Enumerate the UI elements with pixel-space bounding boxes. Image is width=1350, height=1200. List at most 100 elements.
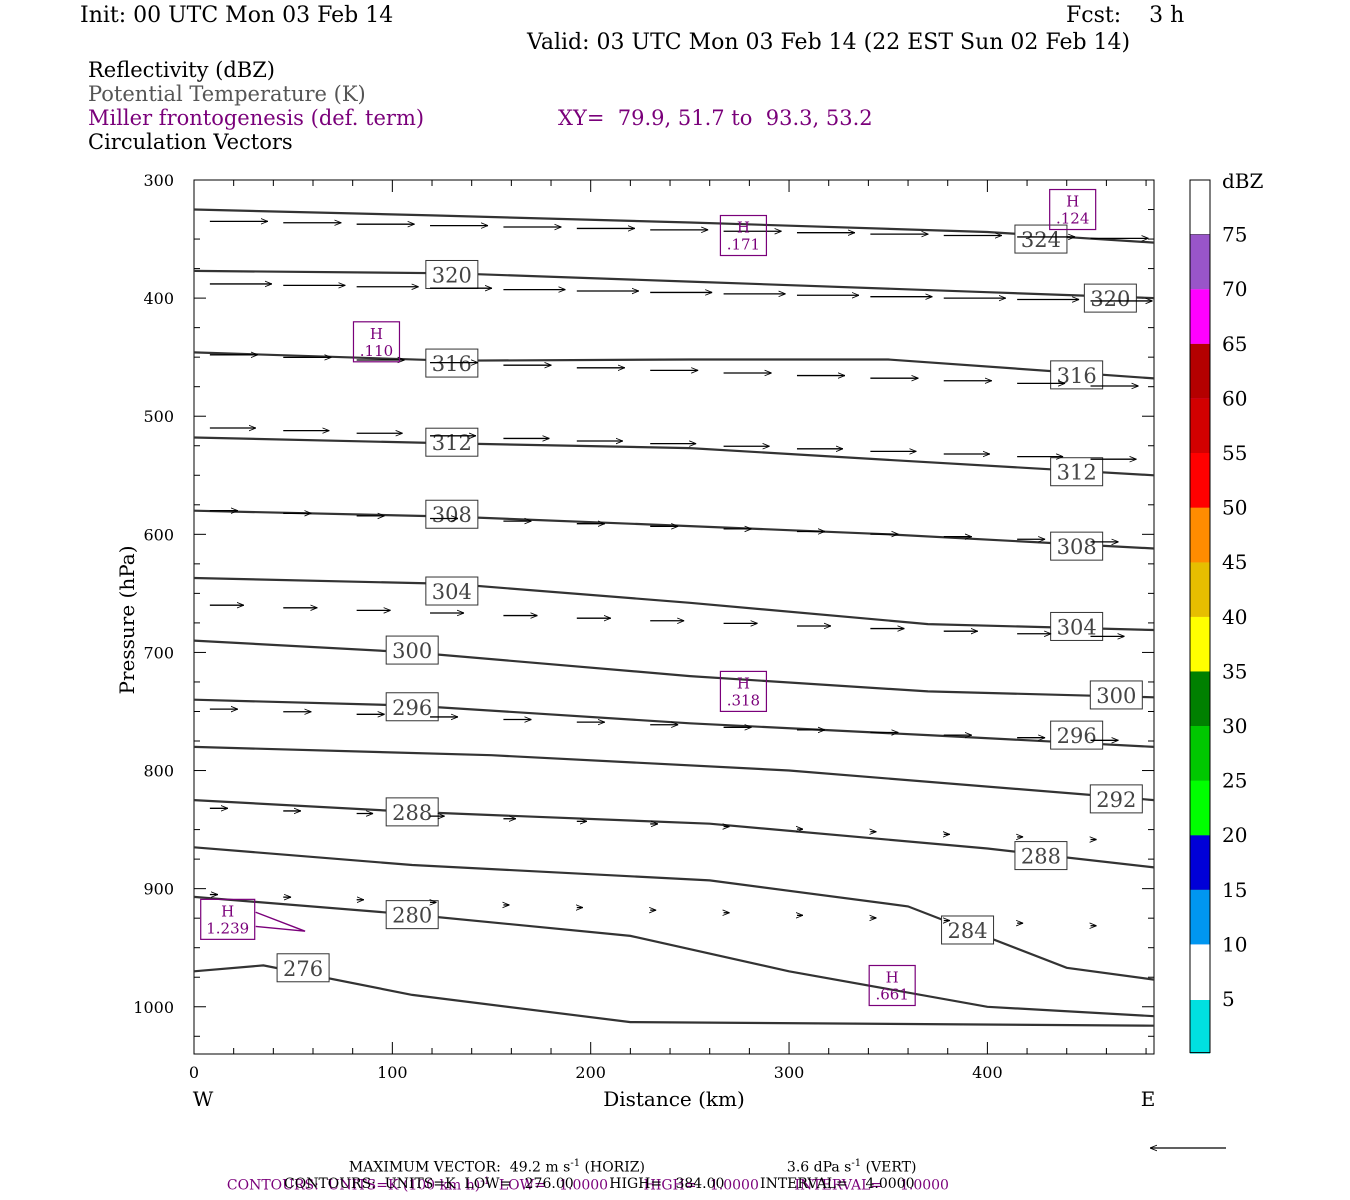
footer-max-horiz-text: MAXIMUM VECTOR: 49.2 m s: [348, 1159, 571, 1176]
theta-contour-276: [193, 964, 1155, 1027]
frontogenesis-max-label: H: [886, 968, 899, 986]
colorbar-label-5: 5: [1222, 987, 1235, 1011]
theta-label-box: [1050, 531, 1104, 561]
theta-label-296: 296: [392, 696, 432, 720]
legend-theta: Potential Temperature (K): [88, 82, 366, 106]
theta-contour-300: [193, 639, 1155, 699]
theta-contour-296: [193, 698, 1155, 748]
theta-contour-280: [193, 895, 1155, 1018]
colorbar-segment: [1190, 999, 1210, 1054]
colorbar-label-25: 25: [1222, 769, 1247, 793]
footer-exp-3: -1: [480, 1176, 490, 1187]
x-tick-label: 300: [774, 1063, 805, 1082]
theta-label-324: 324: [1021, 228, 1061, 252]
colorbar-label-35: 35: [1222, 659, 1247, 683]
theta-label-308: 308: [432, 503, 472, 527]
colorbar-label-30: 30: [1222, 714, 1247, 738]
x-end-label-east: E: [1141, 1087, 1156, 1111]
y-tick-label: 500: [143, 407, 174, 426]
footer-exp-1: -1: [570, 1158, 581, 1169]
theta-label-292: 292: [1096, 788, 1136, 812]
theta-label-320: 320: [432, 263, 472, 287]
footer-max-vert-text: 3.6 dPa s: [786, 1159, 852, 1176]
colorbar-label-75: 75: [1222, 223, 1247, 247]
theta-label-box: [385, 635, 439, 665]
colorbar-label-20: 20: [1222, 823, 1247, 847]
footer-contours-theta: CONTOURS: UNITS=K LOW= 276.00 HIGH= 384.…: [284, 1176, 915, 1192]
legend-miller: Miller frontogenesis (def. term): [88, 106, 425, 130]
theta-label-288: 288: [1021, 845, 1061, 869]
theta-label-box: [1014, 841, 1068, 871]
theta-label-288: 288: [392, 801, 432, 825]
frontogenesis-max-label: H: [370, 325, 383, 343]
theta-contour-292: [193, 745, 1155, 802]
x-end-label-west: W: [193, 1087, 214, 1111]
x-tick-label: 0: [189, 1063, 199, 1082]
theta-label-304: 304: [432, 580, 472, 604]
theta-label-box: [385, 797, 439, 827]
theta-label-box: [425, 499, 479, 529]
theta-label-304: 304: [1057, 615, 1097, 639]
x-tick-label: 100: [377, 1063, 408, 1082]
theta-contour-312: [193, 436, 1155, 477]
y-tick-label: 800: [143, 762, 174, 781]
footer-max-vector: MAXIMUM VECTOR: 49.2 m s-1 (HORIZ): [340, 1140, 645, 1176]
frontogenesis-max-label: H: [221, 902, 234, 920]
colorbar-band-15: [1190, 835, 1210, 890]
colorbar-band-50: [1190, 453, 1210, 508]
footer-vert-label: (VERT): [865, 1159, 917, 1176]
footer-contours1-rest: LOW= 1.0000 HIGH= 1.0000 INTERVAL= 1.000…: [498, 1177, 949, 1194]
y-tick-label: 600: [143, 525, 174, 544]
forecast-hour: Fcst: 3 h: [1066, 3, 1185, 28]
x-axis-title: Distance (km): [603, 1087, 745, 1111]
frontogenesis-max-label: H: [737, 219, 750, 237]
y-tick-label: 700: [143, 643, 174, 662]
frontogenesis-max-value: .171: [727, 236, 760, 254]
colorbar-frame: [1189, 179, 1211, 1054]
theta-contour-308: [193, 509, 1155, 550]
colorbar-label-50: 50: [1222, 496, 1247, 520]
footer-contours-frontogenesis: CONTOURS: UNITS=K (100 km h)-1 LOW= 1.00…: [218, 1158, 949, 1194]
frontogenesis-contour: [255, 911, 306, 932]
y-tick-label: 400: [143, 289, 174, 308]
theta-contour-304: [193, 576, 1155, 632]
frontogenesis-box: [719, 670, 768, 713]
colorbar-segment: [1189, 179, 1211, 236]
theta-label-312: 312: [1057, 461, 1097, 485]
theta-label-box: [941, 915, 995, 945]
theta-label-276: 276: [283, 957, 323, 981]
colorbar-unit: dBZ: [1222, 169, 1264, 193]
footer-contours1-text: CONTOURS: UNITS=K (100 km h): [226, 1177, 481, 1194]
colorbar-label-60: 60: [1222, 386, 1247, 410]
colorbar-band-65: [1190, 289, 1210, 344]
theta-label-284: 284: [948, 919, 988, 943]
colorbar-label-10: 10: [1222, 932, 1247, 956]
frontogenesis-max-value: .318: [727, 691, 760, 709]
colorbar-band-40: [1190, 562, 1210, 617]
colorbar-label-15: 15: [1222, 878, 1247, 902]
theta-label-box: [385, 692, 439, 722]
theta-label-box: [1083, 283, 1137, 313]
theta-label-box: [1050, 611, 1104, 641]
colorbar-label-65: 65: [1222, 332, 1247, 356]
y-tick-label: 900: [143, 880, 174, 899]
theta-label-280: 280: [392, 904, 432, 928]
legend-reflectivity: Reflectivity (dBZ): [88, 58, 276, 82]
footer-exp-2: -1: [851, 1158, 862, 1169]
theta-contour-320: [193, 269, 1155, 300]
colorbar-band-below: [1190, 944, 1210, 1000]
theta-label-312: 312: [432, 431, 472, 455]
colorbar-band-70: [1190, 234, 1210, 290]
legend-xy: XY= 79.9, 51.7 to 93.3, 53.2: [558, 106, 873, 130]
y-tick-label: 300: [143, 171, 174, 190]
x-tick-label: 400: [972, 1063, 1003, 1082]
frontogenesis-box: [868, 964, 916, 1007]
frontogenesis-box: [1049, 188, 1097, 231]
frontogenesis-max-value: .110: [360, 342, 393, 360]
theta-contour-284: [193, 846, 1155, 981]
frontogenesis-max-value: .661: [875, 985, 908, 1003]
colorbar-band-55: [1190, 398, 1210, 453]
theta-label-box: [385, 900, 439, 930]
theta-label-box: [425, 576, 479, 606]
footer-horiz-label: (HORIZ): [584, 1159, 645, 1176]
